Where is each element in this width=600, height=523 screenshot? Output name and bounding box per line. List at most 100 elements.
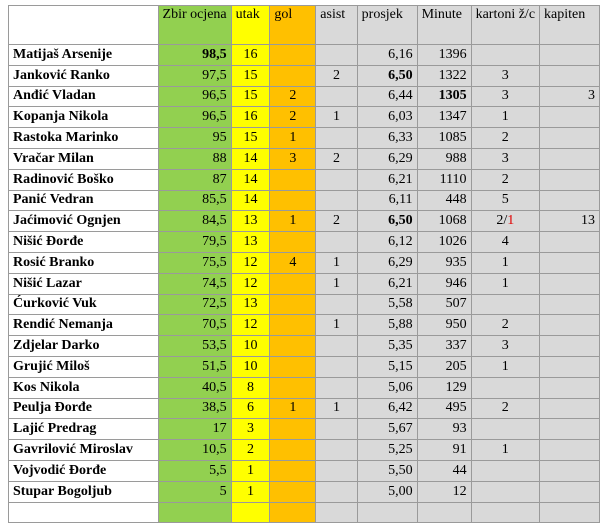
stat-cell: 13 (230, 210, 271, 233)
stat-cell: 935 (416, 251, 472, 274)
stat-cell (269, 293, 317, 316)
stat-cell: 38,5 (157, 397, 232, 420)
stat-cell: 1 (269, 127, 317, 149)
stat-cell (539, 439, 600, 461)
player-row: Vojvodić Đorđe 5,5 1 5,50 44 (8, 459, 600, 482)
stat-cell (539, 251, 600, 274)
stat-cell: 6,21 (356, 272, 418, 295)
stat-cell: 2 (470, 168, 541, 191)
player-row: Nišić Lazar 74,5 12 1 6,21 946 1 (8, 272, 600, 295)
stat-cell (315, 459, 358, 482)
stat-cell: 8 (230, 376, 271, 399)
stat-cell: 1 (269, 210, 317, 233)
stat-cell: 51,5 (157, 355, 232, 378)
stat-cell: 495 (416, 397, 472, 420)
stat-cell (539, 106, 600, 129)
stat-cell (269, 439, 317, 461)
stat-cell (470, 480, 541, 503)
stat-cell (315, 376, 358, 399)
header-cell: prosjek (356, 5, 418, 45)
stat-cell (539, 397, 600, 420)
header-cell: kartoni ž/c (470, 5, 541, 45)
stat-cell: 5,5 (157, 459, 232, 482)
name: Jaćimović Ognjen (8, 210, 159, 233)
stat-cell: 5,15 (356, 355, 418, 378)
stat-cell (269, 272, 317, 295)
stat-cell: 1 (470, 251, 541, 274)
stat-cell (315, 355, 358, 378)
stat-cell (315, 85, 358, 108)
stat-cell (269, 64, 317, 87)
stat-cell: 12 (230, 251, 271, 274)
stat-cell: 2 (230, 439, 271, 461)
stat-cell: 98,5 (157, 44, 232, 66)
name: Panić Vedran (8, 189, 159, 212)
stat-cell: 988 (416, 147, 472, 170)
stat-cell: 6,29 (356, 251, 418, 274)
stat-cell (539, 459, 600, 482)
stat-cell: 72,5 (157, 293, 232, 316)
stat-cell: 15 (230, 127, 271, 149)
stat-cell (269, 189, 317, 212)
stat-cell: 96,5 (157, 106, 232, 129)
stat-cell (539, 189, 600, 212)
stat-cell: 1 (470, 106, 541, 129)
stat-cell: 88 (157, 147, 232, 170)
stat-cell (269, 168, 317, 191)
player-row: Stupar Bogoljub 5 1 5,00 12 (8, 480, 600, 503)
stat-cell: 1110 (416, 168, 472, 191)
stat-cell: 10 (230, 335, 271, 357)
name: Zdjelar Darko (8, 335, 159, 357)
stat-cell: 6,12 (356, 231, 418, 253)
stat-cell: 13 (539, 210, 600, 233)
stat-cell: 5,58 (356, 293, 418, 316)
stat-cell (315, 480, 358, 503)
stat-cell: 946 (416, 272, 472, 295)
name: Kopanja Nikola (8, 106, 159, 129)
stat-cell (269, 314, 317, 337)
stat-cell: 96,5 (157, 85, 232, 108)
header-row: Zbir ocjena utak gol asist prosjek Minute kart… (8, 5, 600, 45)
stat-cell (315, 44, 358, 66)
name: Anđić Vladan (8, 85, 159, 108)
red-cards: 1 (507, 213, 515, 229)
empty-cell (315, 501, 358, 523)
stat-cell: 2 (315, 210, 358, 233)
stat-cell (269, 459, 317, 482)
name: Lajić Predrag (8, 418, 159, 441)
stat-cell: 6,11 (356, 189, 418, 212)
empty-cell (269, 501, 317, 523)
stat-cell (269, 418, 317, 441)
stat-cell (539, 168, 600, 191)
stat-cell (470, 44, 541, 66)
stat-cell (539, 418, 600, 441)
stat-cell (539, 127, 600, 149)
stat-cell (470, 376, 541, 399)
stat-cell: 1 (315, 251, 358, 274)
stat-cell: 5,00 (356, 480, 418, 503)
player-row: Nišić Đorđe 79,5 13 6,12 1026 4 (8, 231, 600, 253)
empty-cell (416, 501, 472, 523)
name: Nišić Lazar (8, 272, 159, 295)
stat-cell: 3 (470, 335, 541, 357)
stat-cell: 6,29 (356, 147, 418, 170)
yellow-cards: 2/ (496, 213, 508, 229)
stat-cell (470, 293, 541, 316)
name: Janković Ranko (8, 64, 159, 87)
stat-cell: 15 (230, 85, 271, 108)
stat-cell: 6,03 (356, 106, 418, 129)
stat-cell: 44 (416, 459, 472, 482)
stat-cell: 1026 (416, 231, 472, 253)
header-cell (8, 5, 159, 45)
header-cell: Zbir ocjena (157, 5, 232, 45)
stat-cell (539, 293, 600, 316)
stat-cell: 1396 (416, 44, 472, 66)
stat-cell (315, 418, 358, 441)
stat-cell: 2 (470, 397, 541, 420)
stat-cell (539, 355, 600, 378)
stat-cell (539, 272, 600, 295)
stat-cell: 1322 (416, 64, 472, 87)
stat-cell: 13 (230, 293, 271, 316)
stat-cell: 10 (230, 355, 271, 378)
header-cell: gol (269, 5, 317, 45)
